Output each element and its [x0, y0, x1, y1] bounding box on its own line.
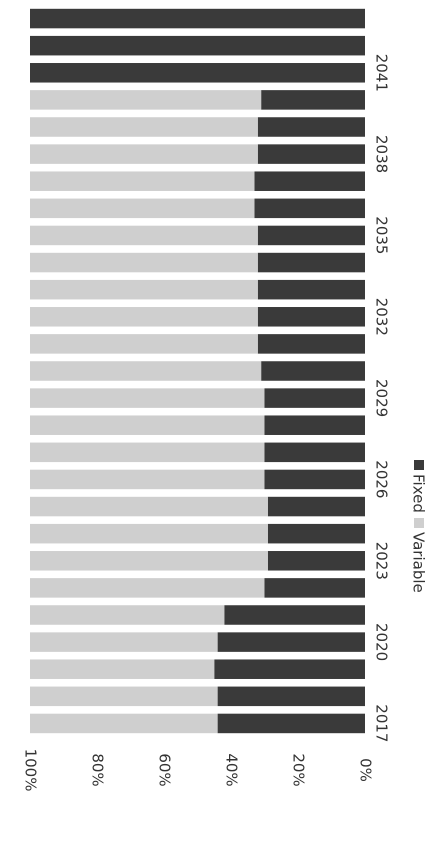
category-label-2020: 2020	[373, 623, 391, 661]
value-tick-label: 0%	[357, 758, 375, 782]
bar-fixed-2040	[261, 90, 365, 110]
bar-fixed-2023	[267, 551, 365, 571]
bar-fixed-2043	[30, 8, 365, 29]
legend-swatch-variable	[414, 518, 424, 528]
bar-variable-2028	[30, 415, 265, 435]
bar-variable-2037	[30, 171, 255, 191]
value-tick-label: 40%	[223, 753, 241, 786]
bar-fixed-2038	[257, 144, 365, 164]
value-axis: 0% 20% 40% 60% 80% 100%	[22, 749, 375, 792]
bar-fixed-2029	[264, 388, 365, 408]
category-label-2041: 2041	[373, 54, 391, 92]
bar-variable-2036	[30, 198, 255, 219]
bar-fixed-2024	[267, 523, 365, 544]
bar-fixed-2019	[214, 659, 365, 679]
bar-fixed-2018	[217, 686, 365, 707]
bar-variable-2032	[30, 307, 258, 327]
legend-item-fixed: Fixed	[410, 460, 428, 513]
category-label-2029: 2029	[373, 379, 391, 417]
bar-fixed-2037	[254, 171, 365, 191]
bar-fixed-2021	[224, 605, 365, 625]
bar-variable-2024	[30, 523, 268, 544]
bar-fixed-2036	[254, 198, 365, 219]
category-label-2017: 2017	[373, 704, 391, 742]
bar-variable-2020	[30, 632, 218, 652]
bar-fixed-2031	[257, 334, 365, 354]
category-axis: 2017 2020 2023 2026 2029 2032 2035 2038 2041	[373, 54, 391, 743]
bar-fixed-2032	[257, 307, 365, 327]
bar-variable-2038	[30, 144, 258, 164]
bar-fixed-2026	[264, 469, 365, 490]
value-tick-label: 80%	[89, 753, 107, 786]
bar-fixed-2017	[217, 713, 365, 734]
bar-variable-2030	[30, 361, 262, 381]
plot-area	[30, 8, 365, 734]
bar-variable-2033	[30, 279, 258, 300]
bar-variable-2022	[30, 578, 265, 598]
bar-fixed-2020	[217, 632, 365, 652]
bar-fixed-2033	[257, 279, 365, 300]
value-tick-label: 20%	[290, 753, 308, 786]
bar-variable-2018	[30, 686, 218, 707]
bar-variable-2017	[30, 713, 218, 734]
value-tick-label: 60%	[156, 753, 174, 786]
bar-variable-2026	[30, 469, 265, 490]
legend-item-variable: Variable	[410, 518, 428, 593]
bar-variable-2021	[30, 605, 225, 625]
category-label-2038: 2038	[373, 135, 391, 173]
value-tick-label: 100%	[22, 749, 40, 792]
bar-variable-2035	[30, 225, 258, 246]
bar-fixed-2042	[30, 35, 365, 56]
bar-fixed-2025	[267, 496, 365, 517]
bar-variable-2039	[30, 117, 258, 137]
bar-variable-2034	[30, 252, 258, 273]
bar-variable-2027	[30, 442, 265, 463]
bar-variable-2023	[30, 551, 268, 571]
bar-fixed-2027	[264, 442, 365, 463]
bar-fixed-2034	[257, 252, 365, 273]
bar-variable-2031	[30, 334, 258, 354]
bar-variable-2040	[30, 90, 262, 110]
bar-variable-2025	[30, 496, 268, 517]
bar-fixed-2039	[257, 117, 365, 137]
bar-fixed-2022	[264, 578, 365, 598]
bar-variable-2019	[30, 659, 215, 679]
bar-fixed-2030	[261, 361, 365, 381]
bar-fixed-2028	[264, 415, 365, 435]
bar-fixed-2041	[30, 63, 365, 83]
category-label-2032: 2032	[373, 298, 391, 336]
category-label-2035: 2035	[373, 216, 391, 254]
category-label-2026: 2026	[373, 460, 391, 498]
legend: Fixed Variable	[410, 460, 428, 593]
bar-variable-2029	[30, 388, 265, 408]
category-label-2023: 2023	[373, 542, 391, 580]
legend-label-fixed: Fixed	[410, 474, 428, 513]
legend-swatch-fixed	[414, 460, 424, 470]
bar-fixed-2035	[257, 225, 365, 246]
legend-label-variable: Variable	[410, 532, 428, 593]
